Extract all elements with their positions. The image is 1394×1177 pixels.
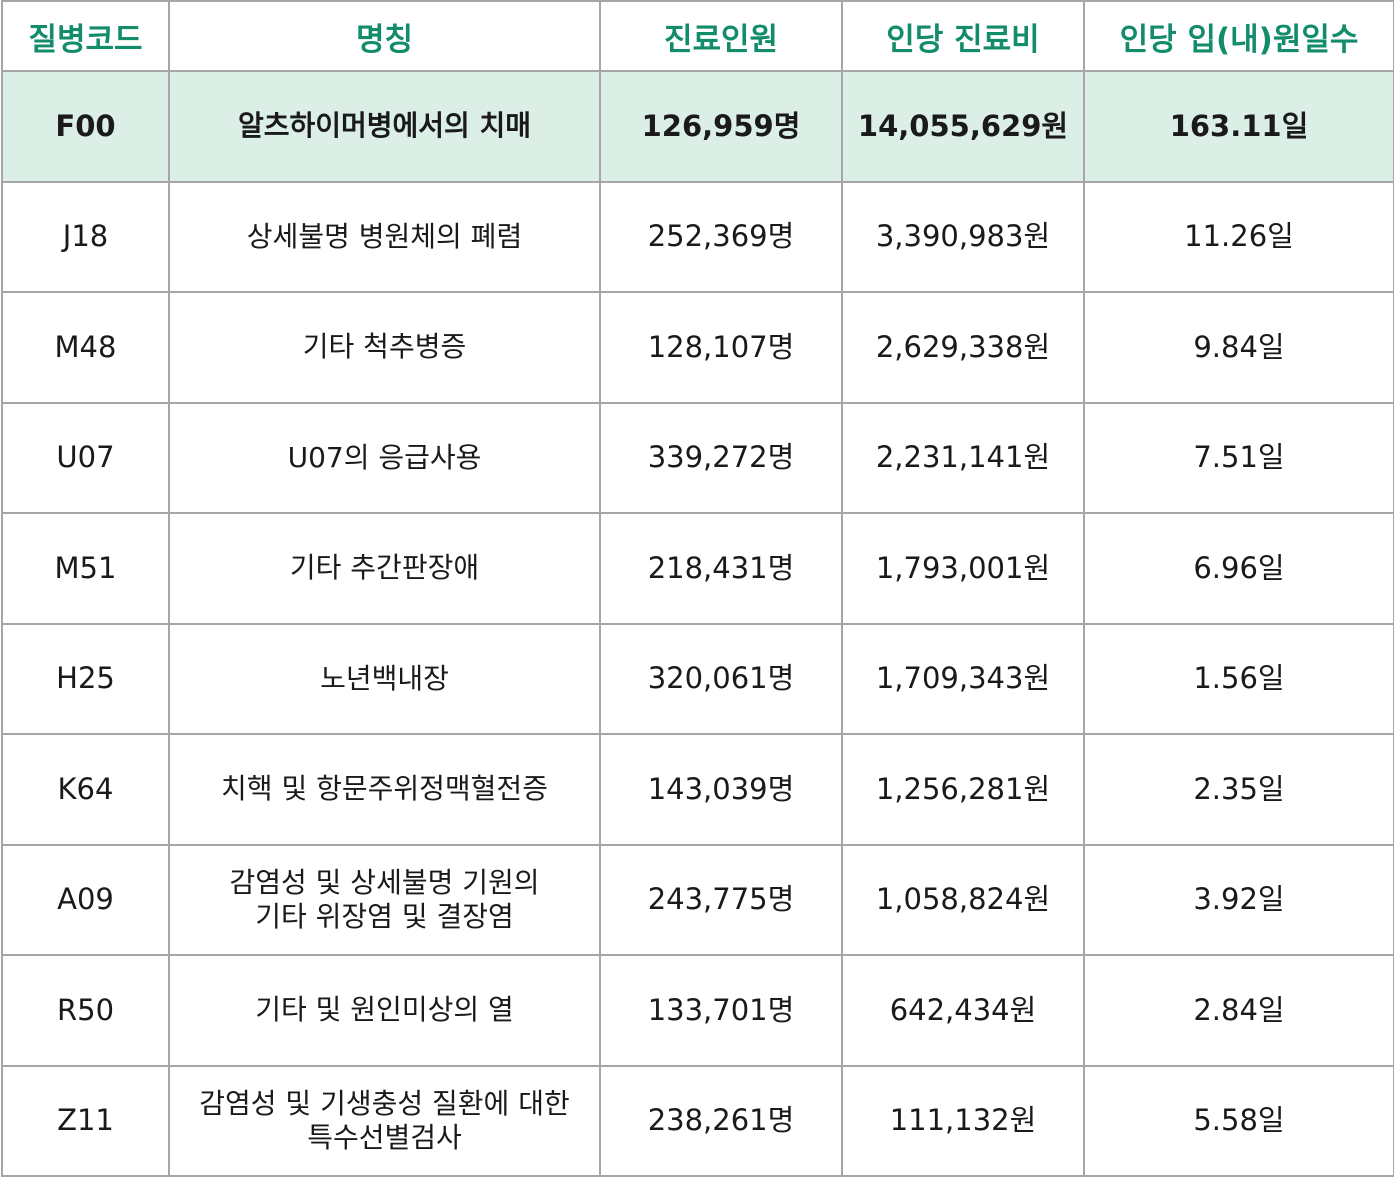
table-row: U07 U07의 응급사용 339,272명 2,231,141원 7.51일	[1, 401, 1394, 514]
disease-code-cell: U07	[1, 401, 170, 514]
disease-code-cell: K64	[1, 733, 170, 846]
disease-name-cell: 알츠하이머병에서의 치매	[168, 70, 601, 183]
header-row: 질병코드 명칭 진료인원 인당 진료비 인당 입(내)원일수	[1, 0, 1394, 72]
cost-per-person-cell: 111,132원	[841, 1064, 1085, 1177]
header-code: 질병코드	[1, 0, 170, 72]
disease-name-line-2: 특수선별검사	[307, 1120, 462, 1154]
disease-name-cell: 감염성 및 상세불명 기원의 기타 위장염 및 결장염	[168, 843, 601, 956]
header-cost-per-person: 인당 진료비	[841, 0, 1085, 72]
header-days-per-person: 인당 입(내)원일수	[1083, 0, 1394, 72]
days-per-person-cell: 6.96일	[1083, 512, 1394, 625]
disease-name-line-2: 기타 위장염 및 결장염	[255, 899, 514, 933]
disease-name-cell: 상세불명 병원체의 폐렴	[168, 180, 601, 293]
disease-name-line-1: 기타 추간판장애	[289, 551, 480, 585]
disease-name-line-1: 치핵 및 항문주위정맥혈전증	[221, 772, 548, 806]
cost-per-person-cell: 2,629,338원	[841, 291, 1085, 404]
disease-name-line-1: 기타 및 원인미상의 열	[255, 993, 514, 1027]
table-row: J18 상세불명 병원체의 폐렴 252,369명 3,390,983원 11.26일	[1, 180, 1394, 293]
disease-code-cell: Z11	[1, 1064, 170, 1177]
table-row: K64 치핵 및 항문주위정맥혈전증 143,039명 1,256,281원 2.35일	[1, 733, 1394, 846]
disease-name-line-1: 기타 척추병증	[302, 330, 467, 364]
days-per-person-cell: 11.26일	[1083, 180, 1394, 293]
disease-name-cell: 기타 척추병증	[168, 291, 601, 404]
disease-name-cell: 기타 추간판장애	[168, 512, 601, 625]
patients-cell: 143,039명	[599, 733, 843, 846]
days-per-person-cell: 3.92일	[1083, 843, 1394, 956]
disease-code-cell: M48	[1, 291, 170, 404]
table-row: M51 기타 추간판장애 218,431명 1,793,001원 6.96일	[1, 512, 1394, 625]
header-name: 명칭	[168, 0, 601, 72]
table-row: Z11 감염성 및 기생충성 질환에 대한 특수선별검사 238,261명 111,13…	[1, 1064, 1394, 1177]
days-per-person-cell: 2.84일	[1083, 954, 1394, 1067]
disease-code-cell: M51	[1, 512, 170, 625]
patients-cell: 339,272명	[599, 401, 843, 514]
cost-per-person-cell: 14,055,629원	[841, 70, 1085, 183]
days-per-person-cell: 5.58일	[1083, 1064, 1394, 1177]
disease-name-line-1: U07의 응급사용	[287, 440, 482, 474]
disease-name-line-1: 감염성 및 기생충성 질환에 대한	[199, 1087, 570, 1121]
cost-per-person-cell: 642,434원	[841, 954, 1085, 1067]
cost-per-person-cell: 3,390,983원	[841, 180, 1085, 293]
patients-cell: 238,261명	[599, 1064, 843, 1177]
cost-per-person-cell: 1,793,001원	[841, 512, 1085, 625]
days-per-person-cell: 1.56일	[1083, 622, 1394, 735]
table-body: F00 알츠하이머병에서의 치매 126,959명 14,055,629원 163.11…	[1, 70, 1394, 1177]
disease-code-cell: H25	[1, 622, 170, 735]
disease-code-cell: R50	[1, 954, 170, 1067]
disease-name-cell: 노년백내장	[168, 622, 601, 735]
table-row: A09 감염성 및 상세불명 기원의 기타 위장염 및 결장염 243,775명 1,0…	[1, 843, 1394, 956]
cost-per-person-cell: 1,709,343원	[841, 622, 1085, 735]
disease-name-line-1: 감염성 및 상세불명 기원의	[229, 866, 540, 900]
patients-cell: 320,061명	[599, 622, 843, 735]
disease-code-cell: J18	[1, 180, 170, 293]
table-row: M48 기타 척추병증 128,107명 2,629,338원 9.84일	[1, 291, 1394, 404]
cost-per-person-cell: 1,256,281원	[841, 733, 1085, 846]
disease-name-cell: 감염성 및 기생충성 질환에 대한 특수선별검사	[168, 1064, 601, 1177]
days-per-person-cell: 9.84일	[1083, 291, 1394, 404]
disease-name-line-1: 알츠하이머병에서의 치매	[237, 109, 532, 143]
days-per-person-cell: 163.11일	[1083, 70, 1394, 183]
patients-cell: 133,701명	[599, 954, 843, 1067]
patients-cell: 218,431명	[599, 512, 843, 625]
disease-name-cell: 치핵 및 항문주위정맥혈전증	[168, 733, 601, 846]
table-row: R50 기타 및 원인미상의 열 133,701명 642,434원 2.84일	[1, 954, 1394, 1067]
patients-cell: 252,369명	[599, 180, 843, 293]
patients-cell: 128,107명	[599, 291, 843, 404]
patients-cell: 126,959명	[599, 70, 843, 183]
disease-code-cell: F00	[1, 70, 170, 183]
header-patients: 진료인원	[599, 0, 843, 72]
disease-code-cell: A09	[1, 843, 170, 956]
cost-per-person-cell: 2,231,141원	[841, 401, 1085, 514]
table-row: F00 알츠하이머병에서의 치매 126,959명 14,055,629원 163.11…	[1, 70, 1394, 183]
disease-name-line-1: 노년백내장	[320, 661, 449, 695]
cost-per-person-cell: 1,058,824원	[841, 843, 1085, 956]
days-per-person-cell: 7.51일	[1083, 401, 1394, 514]
days-per-person-cell: 2.35일	[1083, 733, 1394, 846]
disease-name-cell: U07의 응급사용	[168, 401, 601, 514]
disease-name-cell: 기타 및 원인미상의 열	[168, 954, 601, 1067]
patients-cell: 243,775명	[599, 843, 843, 956]
disease-name-line-1: 상세불명 병원체의 폐렴	[246, 219, 523, 253]
table-row: H25 노년백내장 320,061명 1,709,343원 1.56일	[1, 622, 1394, 735]
